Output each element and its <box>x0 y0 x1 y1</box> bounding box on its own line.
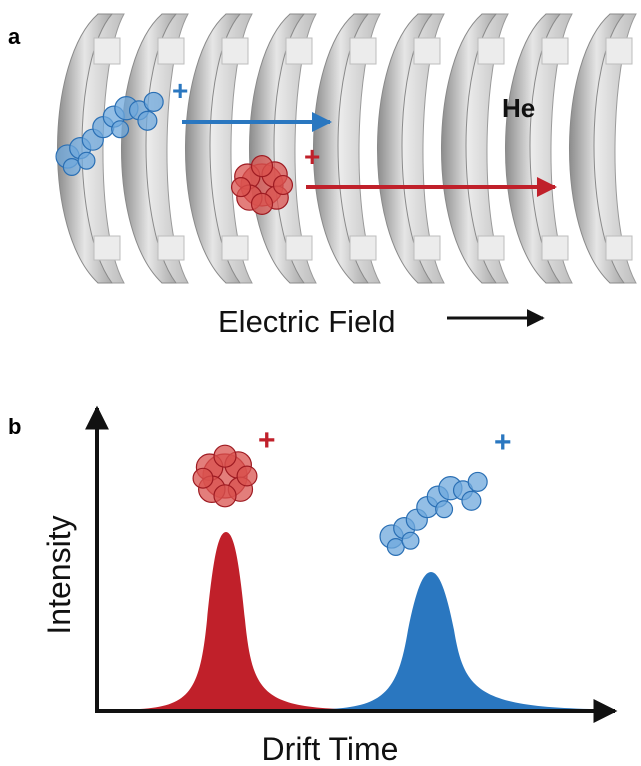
protein-lobe <box>402 532 419 549</box>
ring-tab <box>94 236 120 260</box>
ring-tab <box>286 38 312 64</box>
ring-tab <box>414 38 440 64</box>
ring-tab <box>542 38 568 64</box>
charge-label: + <box>304 141 320 172</box>
ring-tab <box>606 236 632 260</box>
ring-tab <box>478 38 504 64</box>
ring-tab <box>158 38 184 64</box>
protein-lobe <box>214 485 236 507</box>
protein-lobe <box>214 445 236 467</box>
protein-lobe <box>468 472 487 491</box>
ring-tab <box>350 236 376 260</box>
panel-label: b <box>8 414 21 439</box>
y-axis-label: Intensity <box>41 515 77 634</box>
protein-lobe <box>112 121 129 138</box>
charge-label: + <box>258 424 276 457</box>
protein-lobe <box>144 92 163 111</box>
ring-tab <box>158 236 184 260</box>
protein-lobe <box>436 501 453 518</box>
protein-lobe <box>237 466 257 486</box>
charge-label: + <box>494 426 512 459</box>
protein-lobe <box>252 156 273 177</box>
peak-compact <box>140 532 340 709</box>
x-axis-label: Drift Time <box>262 731 399 766</box>
elongated-protein <box>380 472 487 555</box>
ring-tab <box>94 38 120 64</box>
protein-lobe <box>252 193 273 214</box>
ring-tab <box>606 38 632 64</box>
charge-label: + <box>172 75 188 106</box>
ring-tab <box>286 236 312 260</box>
peak-elongated <box>330 572 590 709</box>
ring-tab <box>542 236 568 260</box>
protein-lobe <box>232 178 251 197</box>
protein-lobe <box>138 111 157 130</box>
drift-tube-rings <box>57 14 636 283</box>
compact-protein <box>193 445 257 507</box>
panel-label: a <box>8 24 21 49</box>
ring-tab <box>350 38 376 64</box>
protein-lobe <box>462 491 481 510</box>
field-label: Electric Field <box>218 304 395 339</box>
protein-lobe <box>274 176 293 195</box>
ring-tab <box>478 236 504 260</box>
protein-lobe <box>193 468 213 488</box>
gas-label: He <box>502 93 535 123</box>
ring-tab <box>414 236 440 260</box>
figure: a + + He Electric Field b + + Intensity … <box>0 0 641 766</box>
ring-tab <box>222 236 248 260</box>
protein-lobe <box>78 152 95 169</box>
ring-tab <box>222 38 248 64</box>
